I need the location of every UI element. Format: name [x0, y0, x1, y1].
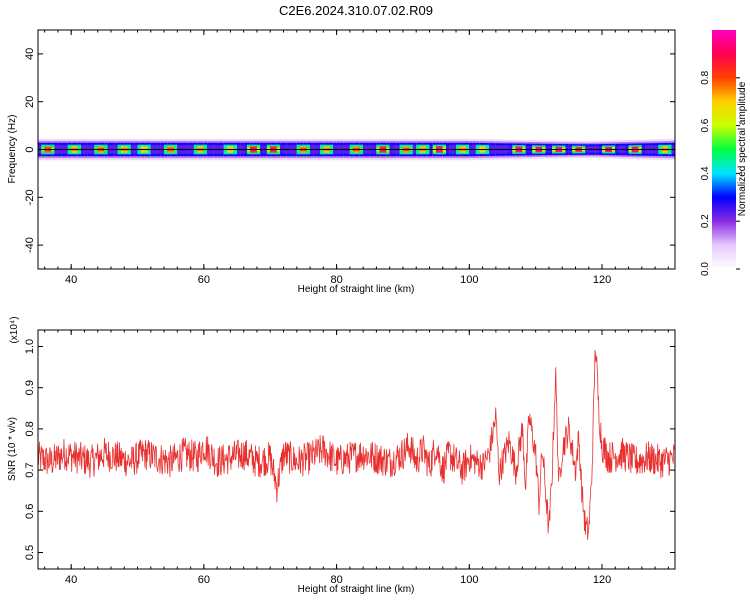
spectrogram-panel: 40 60 80 100 120 40 20 0 -20 -40 Height of strai… — [7, 29, 676, 295]
spectrogram-y-tick-label: 20 — [24, 96, 36, 108]
snr-y-ticks: 1.0 0.9 0.8 0.7 0.6 0.5 — [24, 339, 675, 560]
snr-x-tick-label: 40 — [65, 574, 77, 586]
colorbar-tick-label: 0.0 — [700, 262, 711, 276]
snr-x-tick-label: 100 — [460, 574, 478, 586]
spectrogram-y-tick-label: -20 — [24, 189, 36, 205]
snr-y-tick-label: 0.8 — [24, 421, 36, 436]
colorbar: 0.0 0.2 0.4 0.6 0.8 Normalized spectral ampl… — [700, 30, 748, 276]
snr-x-axis-label: Height of straight line (km) — [298, 584, 415, 595]
snr-y-tick-label: 1.0 — [24, 339, 36, 354]
spectrogram-x-tick-label: 120 — [593, 274, 611, 286]
spectrogram-x-tick-label: 60 — [198, 274, 210, 286]
spectrogram-y-tick-label: -40 — [24, 237, 36, 253]
snr-y-tick-label: 0.6 — [24, 504, 36, 519]
snr-x-ticks: 40 60 80 100 120 — [44, 330, 669, 586]
snr-frame — [37, 329, 676, 570]
spectrogram-x-tick-label: 80 — [330, 274, 342, 286]
colorbar-gradient — [712, 30, 736, 269]
snr-y-tick-label: 0.7 — [24, 462, 36, 477]
snr-x-tick-label: 60 — [198, 574, 210, 586]
snr-x-tick-label: 80 — [330, 574, 342, 586]
spectrogram-y-tick-label: 40 — [24, 48, 36, 60]
snr-y-axis-label: SNR (10 * v/v) — [7, 417, 18, 481]
snr-scale-label: (x10⁴) — [9, 316, 20, 343]
snr-panel: 40 60 80 100 120 1.0 0.9 0.8 0.7 0.6 0.5 Height o… — [7, 316, 676, 595]
spectrogram-y-ticks: 40 20 0 -20 -40 — [24, 48, 675, 253]
colorbar-tick-label: 0.4 — [700, 166, 711, 180]
colorbar-tick-label: 0.8 — [700, 70, 711, 84]
figure-title: C2E6.2024.310.07.02.R09 — [279, 3, 433, 18]
spectrogram-x-ticks: 40 60 80 100 120 — [44, 30, 669, 286]
snr-marks — [38, 349, 675, 541]
spectrogram-y-tick-label: 0 — [24, 146, 36, 152]
spectrogram-x-tick-label: 100 — [460, 274, 478, 286]
colorbar-label: Normalized spectral amplitude — [737, 81, 748, 216]
colorbar-ticks: 0.0 0.2 0.4 0.6 0.8 — [700, 70, 740, 276]
colorbar-tick-label: 0.2 — [700, 214, 711, 228]
spectrogram-y-axis-label: Frequency (Hz) — [7, 115, 18, 184]
spectrogram-marks — [38, 138, 675, 161]
spectrogram-x-axis-label: Height of straight line (km) — [298, 284, 415, 295]
snr-series-line — [38, 349, 675, 541]
colorbar-tick-label: 0.6 — [700, 118, 711, 132]
spectrogram-x-tick-label: 40 — [65, 274, 77, 286]
snr-y-tick-label: 0.9 — [24, 380, 36, 395]
snr-y-tick-label: 0.5 — [24, 545, 36, 560]
snr-x-tick-label: 120 — [593, 574, 611, 586]
